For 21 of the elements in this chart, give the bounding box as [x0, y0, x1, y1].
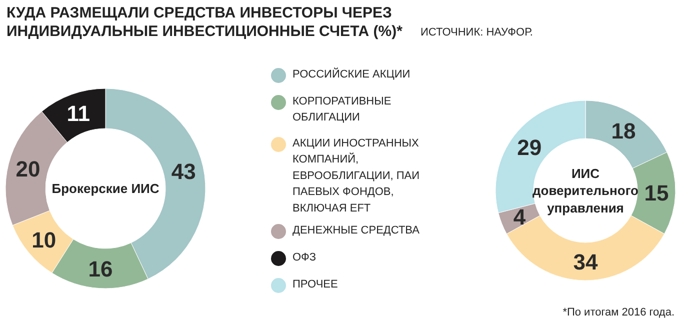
text: ИИС доверительного управления — [532, 166, 639, 216]
legend-label: ПРОЧЕЕ — [292, 278, 338, 290]
data-label: 4 — [513, 204, 526, 230]
text: Брокерские ИИС — [52, 181, 160, 196]
chart-title: КУДА РАЗМЕЩАЛИ СРЕДСТВА ИНВЕСТОРЫ ЧЕРЕЗ ИНДИВИДУАЛЬНЫЕ ИНВЕСТИЦИОННЫЕ СЧЕТА (%)* — [6, 4, 403, 40]
data-label: 34 — [573, 250, 598, 274]
data-label: 29 — [517, 134, 542, 160]
text: ИСТОЧНИК: НАУФОР. — [420, 26, 533, 38]
data-label: 18 — [611, 118, 636, 144]
data-label: 11 — [66, 101, 90, 126]
legend-label: ДЕНЕЖНЫЕ СРЕДСТВА — [292, 224, 420, 236]
legend-label: ОФЗ — [292, 252, 316, 264]
data-label: 43 — [171, 159, 196, 184]
data-label: 20 — [16, 156, 40, 182]
text: *По итогам 2016 года. — [562, 306, 674, 318]
legend-label: РОССИЙСКИЕ АКЦИИ — [292, 68, 410, 80]
data-label: 16 — [88, 256, 113, 282]
data-label: 10 — [32, 227, 56, 252]
legend-label: КОРПОРАТИВНЫЕ ОБЛИГАЦИИ — [292, 96, 392, 124]
legend-label: АКЦИИ ИНОСТРАННЫХ КОМПАНИЙ, ЕВРООБЛИГАЦИИ, ПАИ ПАЕВЫХ ФОНДОВ, ВКЛЮЧАЯ EFT — [292, 138, 420, 214]
data-label: 15 — [644, 180, 669, 206]
